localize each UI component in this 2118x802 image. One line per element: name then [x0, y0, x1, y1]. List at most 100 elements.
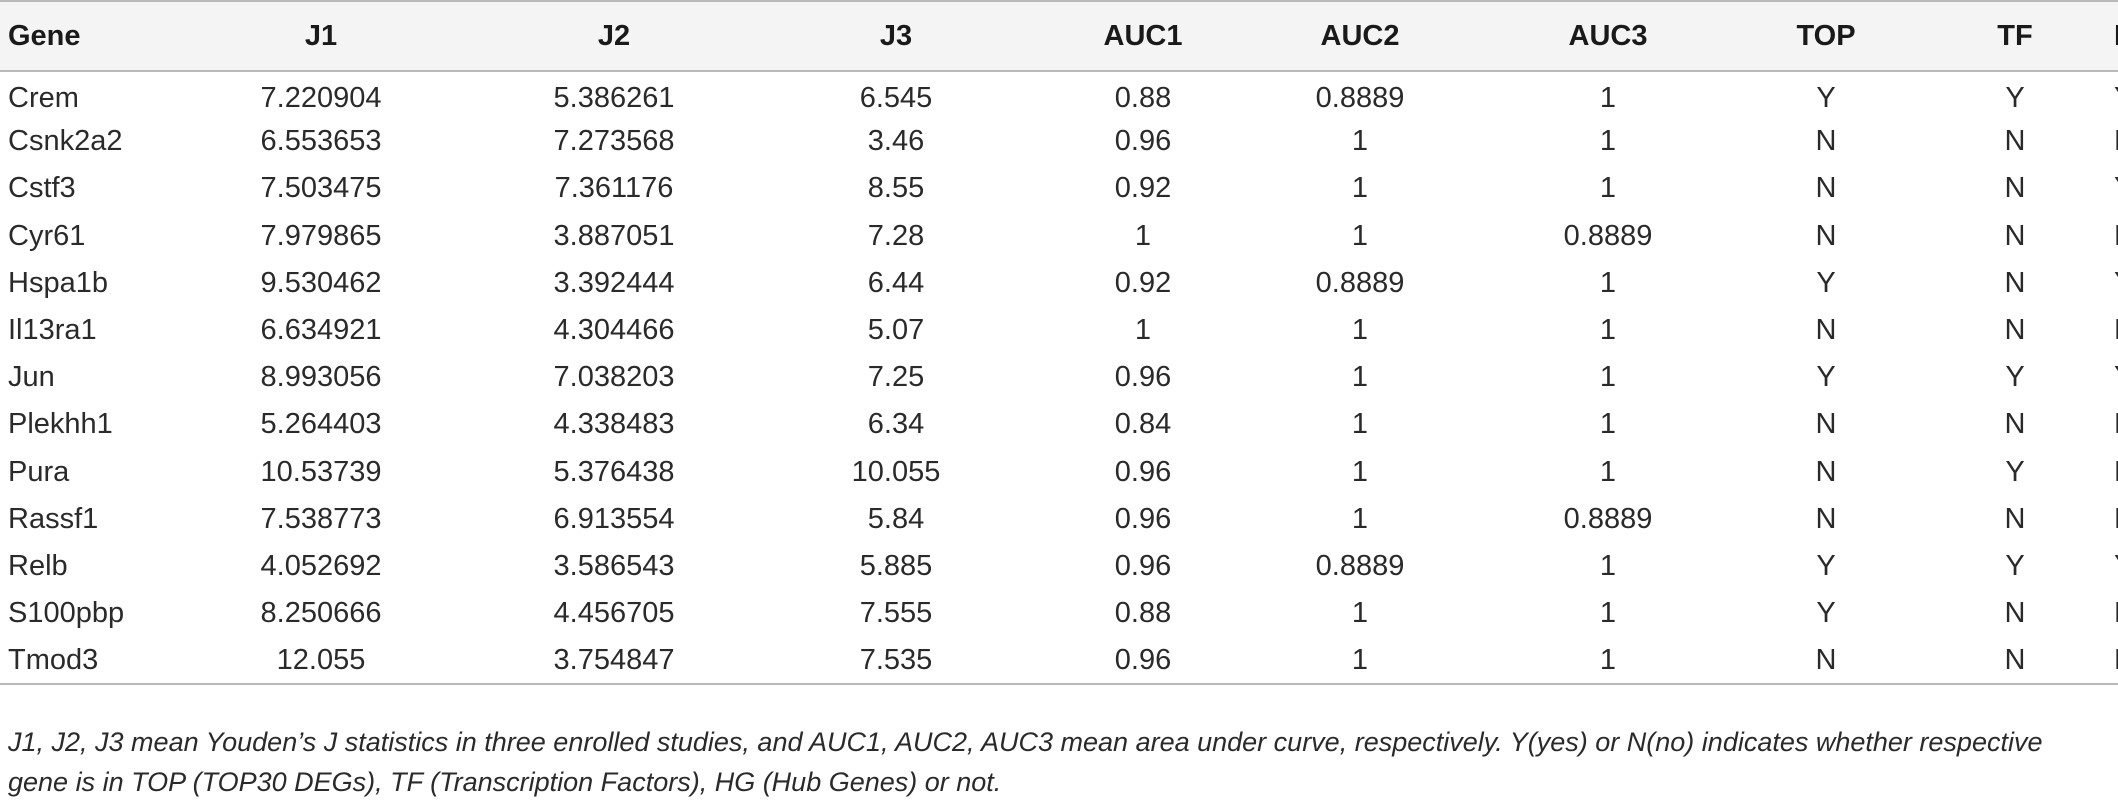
- cell-j1: 8.993056: [260, 361, 382, 394]
- cell-j3: 10.055: [851, 455, 941, 488]
- cell-j3: 7.535: [859, 643, 933, 676]
- cell-tf: N: [2004, 597, 2026, 630]
- cell-tf: N: [2004, 172, 2026, 205]
- column-header-j3: J3: [879, 19, 913, 52]
- cell-auc2: 1: [1351, 314, 1369, 347]
- cell-gene: Tmod3: [8, 643, 99, 676]
- cell-tf: N: [2004, 125, 2026, 158]
- cell-gene: Relb: [8, 549, 68, 582]
- cell-auc3: 1: [1599, 597, 1617, 630]
- cell-j1: 10.53739: [260, 455, 382, 488]
- gene-table-container: Gene J1 J2 J3 AUC1 AUC2 AUC3 TOP TF HG Crem 7.2209…: [0, 1, 2118, 685]
- cell-j1: 6.553653: [260, 125, 382, 158]
- cell-j1: 4.052692: [260, 549, 382, 582]
- cell-j1: 7.503475: [260, 172, 382, 205]
- cell-j2: 3.586543: [553, 549, 675, 582]
- cell-j2: 3.887051: [553, 219, 675, 252]
- cell-tf: N: [2004, 408, 2026, 441]
- cell-top: Y: [1816, 81, 1836, 114]
- cell-auc3: 0.8889: [1563, 502, 1653, 535]
- cell-gene: Cyr61: [8, 219, 86, 252]
- cell-auc2: 1: [1351, 172, 1369, 205]
- cell-auc2: 1: [1351, 643, 1369, 676]
- table-row: Plekhh1 5.264403 4.338483 6.34 0.84 1 1 N N N: [0, 401, 2118, 448]
- cell-auc3: 1: [1599, 455, 1617, 488]
- cell-top: N: [1815, 408, 1837, 441]
- cell-j2: 7.361176: [554, 172, 674, 205]
- cell-auc3: 1: [1599, 643, 1617, 676]
- table-row: Jun 8.993056 7.038203 7.25 0.96 1 1 Y Y Y: [0, 354, 2118, 401]
- cell-j3: 7.28: [867, 219, 925, 252]
- cell-j3: 5.07: [867, 314, 925, 347]
- cell-j2: 4.456705: [553, 597, 675, 630]
- cell-auc3: 1: [1599, 125, 1617, 158]
- cell-j1: 9.530462: [260, 266, 382, 299]
- cell-tf: N: [2004, 502, 2026, 535]
- cell-gene: Jun: [8, 361, 55, 394]
- cell-top: Y: [1816, 549, 1836, 582]
- cell-auc2: 1: [1351, 455, 1369, 488]
- cell-tf: Y: [2005, 455, 2025, 488]
- cell-j1: 7.220904: [260, 81, 382, 114]
- header-row: Gene J1 J2 J3 AUC1 AUC2 AUC3 TOP TF HG: [0, 1, 2118, 71]
- cell-hg: Y: [2114, 71, 2118, 118]
- cell-hg: Y: [2114, 260, 2118, 307]
- cell-gene: Plekhh1: [8, 408, 113, 441]
- cell-tf: N: [2004, 266, 2026, 299]
- table-footnote: J1, J2, J3 mean Youden’s J statistics in…: [8, 722, 2108, 802]
- cell-auc2: 1: [1351, 408, 1369, 441]
- cell-auc3: 1: [1599, 81, 1617, 114]
- footnote-line-1: J1, J2, J3 mean Youden’s J statistics in…: [8, 727, 2043, 757]
- cell-top: N: [1815, 502, 1837, 535]
- column-header-j1: J1: [304, 19, 338, 52]
- cell-auc1: 0.96: [1114, 549, 1172, 582]
- table-header: Gene J1 J2 J3 AUC1 AUC2 AUC3 TOP TF HG: [0, 1, 2118, 71]
- cell-auc1: 0.92: [1114, 266, 1172, 299]
- table-row: Cyr61 7.979865 3.887051 7.28 1 1 0.8889 N N N: [0, 213, 2118, 260]
- cell-gene: Pura: [8, 455, 70, 488]
- cell-gene: Crem: [8, 81, 79, 114]
- column-header-auc2: AUC2: [1320, 19, 1400, 52]
- column-header-gene: Gene: [8, 19, 81, 52]
- cell-gene: Csnk2a2: [8, 125, 123, 158]
- cell-auc2: 1: [1351, 597, 1369, 630]
- column-header-j2: J2: [597, 19, 631, 52]
- cell-j3: 6.34: [867, 408, 925, 441]
- table-row: S100pbp 8.250666 4.456705 7.555 0.88 1 1 Y N N: [0, 590, 2118, 637]
- cell-j1: 8.250666: [260, 597, 382, 630]
- cell-j2: 7.273568: [553, 125, 675, 158]
- table-body: Crem7.2209045.3862616.5450.880.88891YYYC…: [0, 71, 2118, 685]
- cell-j1: 12.055: [276, 643, 366, 676]
- cell-auc2: 1: [1351, 125, 1369, 158]
- cell-j2: 4.304466: [553, 314, 675, 347]
- table-row: Crem 7.220904 5.386261 6.545 0.88 0.8889 1 Y Y Y: [0, 71, 2118, 118]
- footnote-line-2: gene is in TOP (TOP30 DEGs), TF (Transcr…: [8, 767, 1002, 797]
- cell-top: Y: [1816, 361, 1836, 394]
- cell-auc1: 0.96: [1114, 455, 1172, 488]
- cell-j3: 8.55: [867, 172, 925, 205]
- cell-gene: Hspa1b: [8, 266, 108, 299]
- cell-top: N: [1815, 125, 1837, 158]
- table-row: Il13ra1 6.634921 4.304466 5.07 1 1 1 N N N: [0, 307, 2118, 354]
- cell-auc1: 0.84: [1114, 408, 1172, 441]
- cell-auc1: 0.96: [1114, 502, 1172, 535]
- cell-hg: N: [2114, 401, 2118, 448]
- cell-auc2: 1: [1351, 219, 1369, 252]
- cell-auc3: 1: [1599, 361, 1617, 394]
- cell-auc3: 1: [1599, 266, 1617, 299]
- cell-hg: N: [2114, 449, 2118, 496]
- column-header-auc1: AUC1: [1103, 19, 1183, 52]
- cell-j2: 6.913554: [553, 502, 675, 535]
- cell-top: N: [1815, 172, 1837, 205]
- cell-auc2: 1: [1351, 502, 1369, 535]
- cell-top: N: [1815, 219, 1837, 252]
- cell-auc1: 1: [1134, 314, 1152, 347]
- cell-j1: 5.264403: [260, 408, 382, 441]
- gene-statistics-table: Gene J1 J2 J3 AUC1 AUC2 AUC3 TOP TF HG Crem 7.2209…: [0, 1, 2118, 685]
- cell-j3: 5.84: [867, 502, 925, 535]
- table-row: Csnk2a2 6.553653 7.273568 3.46 0.96 1 1 N N N: [0, 118, 2118, 165]
- cell-j3: 7.555: [859, 597, 933, 630]
- cell-auc1: 0.92: [1114, 172, 1172, 205]
- cell-auc3: 1: [1599, 408, 1617, 441]
- cell-auc1: 0.96: [1114, 361, 1172, 394]
